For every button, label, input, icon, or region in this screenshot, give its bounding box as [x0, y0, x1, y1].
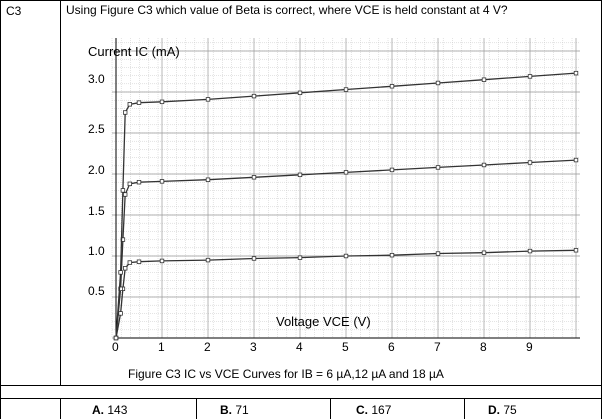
data-point	[481, 162, 487, 168]
data-point	[481, 250, 487, 255]
y-tick-label: 3.0	[88, 72, 105, 86]
data-point	[159, 179, 165, 184]
x-tick-label: 0	[112, 340, 119, 354]
x-tick-label: 1	[158, 340, 165, 354]
x-tick-label: 2	[204, 340, 211, 354]
answer-letter: B.	[220, 403, 232, 417]
y-tick-label: 0.5	[88, 284, 105, 298]
data-point	[159, 99, 165, 105]
data-point	[123, 192, 128, 197]
data-point	[297, 255, 303, 260]
data-point	[343, 170, 349, 175]
data-point	[127, 181, 132, 187]
data-point	[573, 70, 579, 76]
x-tick-label: 3	[250, 340, 257, 354]
data-point	[297, 172, 303, 178]
data-point	[343, 253, 349, 259]
data-point	[127, 260, 132, 265]
data-point	[205, 177, 211, 182]
data-point	[435, 80, 441, 86]
data-point	[527, 74, 533, 79]
answer-letter: D.	[488, 403, 500, 417]
data-point	[120, 188, 126, 193]
data-point	[205, 257, 211, 263]
answer-divider-4	[464, 398, 465, 419]
x-tick-label: 4	[296, 340, 303, 354]
series-line	[115, 72, 577, 339]
x-axis-label: Voltage VCE (V)	[276, 314, 371, 329]
answer-value: 75	[503, 403, 517, 417]
answer-value: 71	[235, 403, 249, 417]
series-line	[115, 249, 577, 339]
answer-option-a[interactable]: A. 143	[92, 403, 127, 417]
series-line	[115, 159, 577, 339]
x-tick-label: 7	[434, 340, 441, 354]
answer-divider-2	[196, 398, 197, 419]
data-point	[123, 110, 128, 115]
x-tick-label: 6	[388, 340, 395, 354]
data-point	[118, 270, 123, 275]
data-point	[159, 258, 165, 264]
data-point	[435, 251, 441, 256]
y-tick-label: 2.0	[88, 163, 105, 177]
data-point	[251, 256, 257, 261]
data-point	[136, 100, 142, 105]
answer-divider-3	[330, 398, 331, 419]
answer-divider-1	[60, 398, 61, 419]
data-point	[297, 90, 303, 96]
y-axis-label: Current IC (mA)	[88, 44, 180, 59]
x-tick-label: 5	[342, 340, 349, 354]
answer-option-b[interactable]: B. 71	[220, 403, 249, 417]
data-point	[389, 84, 395, 89]
x-tick-label: 9	[526, 340, 533, 354]
data-point	[573, 157, 579, 163]
x-tick-label: 8	[480, 340, 487, 354]
y-tick-label: 2.5	[88, 122, 105, 136]
data-point	[205, 97, 211, 102]
data-point	[123, 266, 128, 271]
data-point	[343, 87, 349, 92]
data-point	[527, 248, 533, 254]
data-point	[136, 259, 142, 264]
y-tick-label: 1.5	[88, 204, 105, 218]
answer-option-d[interactable]: D. 75	[488, 403, 517, 417]
data-point	[251, 175, 257, 180]
data-point	[389, 252, 395, 258]
data-point	[113, 335, 119, 341]
answer-letter: C.	[356, 403, 368, 417]
table-border-top	[0, 0, 602, 1]
data-point	[118, 311, 123, 316]
answer-letter: A.	[92, 403, 104, 417]
answer-option-c[interactable]: C. 167	[356, 403, 391, 417]
y-tick-label: 1.0	[88, 244, 105, 258]
data-point	[573, 248, 579, 253]
data-point	[136, 179, 142, 185]
data-point	[527, 160, 533, 165]
question-text: Using Figure C3 which value of Beta is c…	[66, 3, 508, 17]
answer-value: 167	[371, 403, 392, 417]
figure-caption: Figure C3 IC vs VCE Curves for IB = 6 µA…	[128, 367, 444, 381]
data-point	[481, 77, 487, 82]
data-point	[389, 167, 395, 173]
data-point	[435, 165, 441, 170]
table-divider-h1	[0, 385, 602, 386]
data-point	[251, 93, 257, 99]
answer-value: 143	[107, 403, 128, 417]
data-point	[127, 102, 132, 107]
table-divider-number	[60, 0, 61, 385]
question-number: C3	[6, 4, 22, 18]
table-divider-h2	[0, 398, 602, 399]
table-border-left	[0, 0, 1, 419]
